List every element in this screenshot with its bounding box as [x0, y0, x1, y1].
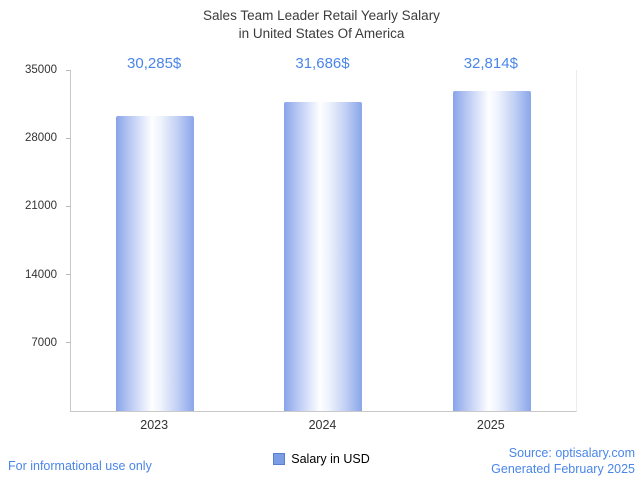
x-label-2024: 2024 [308, 418, 337, 432]
y-tick-label-7000: 7000 [31, 336, 57, 349]
source-text: Source: optisalary.com [508, 446, 635, 460]
y-tick-label-28000: 28000 [25, 132, 57, 145]
y-tick-mark-7000 [66, 342, 71, 344]
legend-label: Salary in USD [291, 452, 370, 466]
bars-row [71, 70, 576, 411]
y-tick-label-14000: 14000 [25, 268, 57, 281]
value-label-2025: 32,814$ [463, 55, 518, 72]
value-label-2023: 30,285$ [127, 55, 182, 72]
bar-2024 [284, 102, 363, 411]
y-tick-mark-14000 [66, 274, 71, 276]
x-label-2025: 2025 [476, 418, 505, 432]
generated-text: Generated February 2025 [491, 462, 635, 477]
legend-item[interactable]: Salary in USD [0, 452, 643, 466]
bar-2023 [116, 115, 195, 411]
y-tick-mark-21000 [66, 205, 71, 207]
value-labels-row: 30,285$ 31,686$ 32,814$ [70, 55, 575, 72]
chart-title: Sales Team Leader Retail Yearly Salary i… [0, 7, 643, 43]
plot-area [66, 69, 577, 412]
y-tick-mark-35000 [66, 69, 71, 71]
y-tick-mark-28000 [66, 137, 71, 139]
source-block: Source: optisalary.com Generated Februar… [491, 445, 635, 478]
bar-cell-2025 [408, 70, 576, 411]
y-tick-label-35000: 35000 [25, 64, 57, 76]
value-label-2024: 31,686$ [295, 55, 350, 72]
y-tick-label-21000: 21000 [25, 200, 57, 213]
legend-swatch-icon [273, 453, 286, 465]
bar-2025 [452, 91, 531, 411]
chart-title-line2: in United States Of America [238, 26, 405, 42]
x-axis-labels: 2023 2024 2025 [70, 418, 575, 432]
chart-title-line1: Sales Team Leader Retail Yearly Salary [203, 8, 440, 23]
y-axis-labels: 7000 14000 21000 28000 35000 [0, 64, 63, 411]
x-label-2023: 2023 [140, 418, 169, 432]
bar-cell-2023 [71, 70, 239, 411]
disclaimer-text: For informational use only [8, 459, 152, 473]
bar-cell-2024 [239, 70, 407, 411]
